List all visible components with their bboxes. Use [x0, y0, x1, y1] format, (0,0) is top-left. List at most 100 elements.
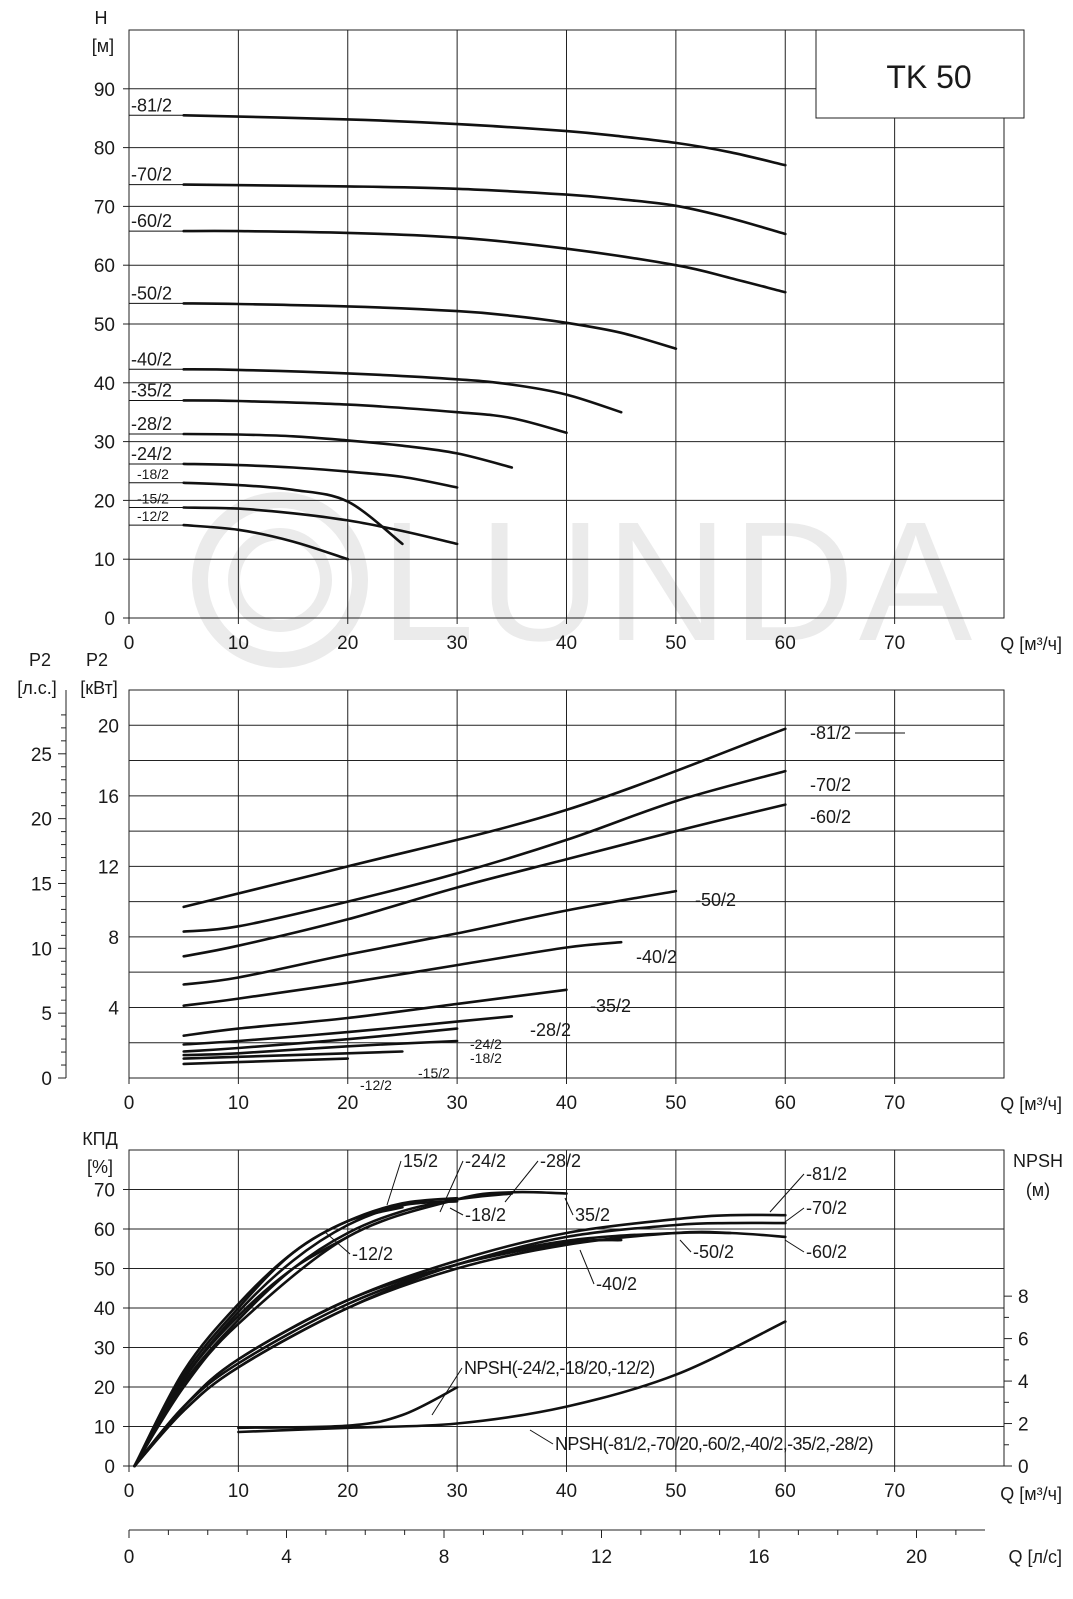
npsh-label-leader: [431, 1367, 463, 1416]
power-ytick-kw-label: 20: [98, 716, 119, 737]
head-curve-label: -70/2: [131, 165, 172, 185]
power-ytick-hp-label: 25: [31, 745, 52, 766]
power-ytick-kw-label: 12: [98, 857, 119, 878]
power-xtick-label: 70: [884, 1093, 905, 1114]
power-curve-label: -40/2: [636, 947, 677, 967]
eff-curve-label: -50/2: [693, 1242, 734, 1262]
ls-tick-label: 8: [439, 1547, 450, 1568]
chart-title: TK 50: [886, 59, 971, 95]
power-curve-label: -28/2: [530, 1020, 571, 1040]
npsh-ylabel: NPSH: [1013, 1151, 1063, 1171]
head-xtick-label: 50: [665, 633, 686, 654]
eff-curve-label: -60/2: [806, 1242, 847, 1262]
head-curve-label: -35/2: [131, 380, 172, 400]
power-ytick-hp-label: 15: [31, 874, 52, 895]
eff-xtick-label: 20: [337, 1481, 358, 1502]
power-curve: [182, 727, 787, 909]
head-curve: [182, 229, 787, 294]
head-curve: [182, 183, 787, 236]
eff-label-leader: [784, 1207, 805, 1223]
npsh-tick-label: 2: [1018, 1415, 1029, 1436]
power-ytick-kw-label: 16: [98, 787, 119, 808]
power-ytick-kw-label: 8: [108, 928, 119, 949]
head-xtick-label: 10: [228, 633, 249, 654]
head-curve-label: -40/2: [131, 349, 172, 369]
npsh-yunit: (м): [1026, 1180, 1050, 1200]
eff-curve-label: -18/2: [465, 1205, 506, 1225]
power-curve: [182, 1015, 514, 1046]
eff-label-leader: [564, 1197, 574, 1216]
eff-ytick-label: 30: [94, 1339, 115, 1360]
eff-ytick-label: 70: [94, 1181, 115, 1202]
eff-curve-label: 15/2: [403, 1151, 438, 1171]
ls-tick-label: 0: [124, 1547, 135, 1568]
eff-label-leader: [449, 1207, 464, 1216]
power-curve: [182, 1050, 404, 1060]
eff-label-leader: [324, 1231, 351, 1255]
power-xtick-label: 30: [447, 1093, 468, 1114]
head-xtick-label: 0: [124, 633, 135, 654]
power-ytick-hp-label: 20: [31, 810, 52, 831]
head-curve: [182, 432, 514, 469]
eff-yunit: [%]: [87, 1157, 113, 1177]
npsh-tick-label: 6: [1018, 1330, 1029, 1351]
eff-ylabel: КПД: [82, 1129, 118, 1149]
ls-tick-label: 20: [906, 1547, 927, 1568]
head-xtick-label: 60: [775, 633, 796, 654]
power-curve-label: -15/2: [418, 1065, 450, 1081]
eff-xtick-label: 50: [665, 1481, 686, 1502]
power-xtick-label: 0: [124, 1093, 135, 1114]
head-xtick-label: 30: [447, 633, 468, 654]
eff-curve-label: -81/2: [806, 1164, 847, 1184]
power-curve: [182, 988, 568, 1037]
eff-ytick-label: 60: [94, 1220, 115, 1241]
npsh-tick-label: 4: [1018, 1372, 1029, 1393]
head-xtick-label: 20: [337, 633, 358, 654]
power-ytick-hp-label: 5: [41, 1004, 52, 1025]
power-xtick-label: 40: [556, 1093, 577, 1114]
power-curve: [182, 940, 623, 1007]
power-xtick-label: 20: [337, 1093, 358, 1114]
ls-xlabel: Q [л/с]: [1008, 1547, 1062, 1567]
power-xtick-label: 60: [775, 1093, 796, 1114]
power-curve: [182, 1057, 350, 1066]
eff-label-leader: [504, 1160, 539, 1203]
head-curve: [182, 481, 404, 546]
power-curve-label: -18/2: [470, 1050, 502, 1066]
head-yunit: [м]: [92, 36, 114, 56]
power-curve-label: -12/2: [360, 1077, 392, 1093]
head-xtick-label: 40: [556, 633, 577, 654]
eff-xtick-label: 10: [228, 1481, 249, 1502]
npsh-curve-label: NPSH(-81/2,-70/20,-60/2,-40/2,-35/2,-28/…: [555, 1434, 873, 1454]
eff-curve: [133, 1200, 459, 1468]
eff-curve: [133, 1230, 787, 1468]
ls-tick-label: 4: [281, 1547, 292, 1568]
head-curve-label: -15/2: [137, 490, 169, 506]
power-curve-label: -81/2: [810, 723, 851, 743]
power-xlabel: Q [м³/ч]: [1000, 1094, 1062, 1114]
head-ytick-label: 10: [94, 550, 115, 571]
head-curve: [182, 523, 350, 561]
eff-label-leader: [439, 1160, 464, 1213]
eff-label-leader: [679, 1239, 692, 1253]
head-curve: [182, 399, 568, 435]
power-curve: [182, 1027, 459, 1053]
eff-curve: [133, 1190, 568, 1468]
eff-xtick-label: 60: [775, 1481, 796, 1502]
head-ytick-label: 50: [94, 315, 115, 336]
power-curve: [182, 889, 678, 986]
eff-ytick-label: 40: [94, 1299, 115, 1320]
ls-tick-label: 12: [591, 1547, 612, 1568]
power-curve-label: -50/2: [695, 890, 736, 910]
eff-xtick-label: 70: [884, 1481, 905, 1502]
eff-xtick-label: 0: [124, 1481, 135, 1502]
eff-curve-label: -12/2: [352, 1244, 393, 1264]
head-xlabel: Q [м³/ч]: [1000, 634, 1062, 654]
power-xtick-label: 50: [665, 1093, 686, 1114]
head-ytick-label: 30: [94, 433, 115, 454]
power-curve: [182, 1039, 459, 1057]
eff-curve-label: -70/2: [806, 1198, 847, 1218]
head-ytick-label: 80: [94, 139, 115, 160]
eff-curve-label: -24/2: [465, 1151, 506, 1171]
head-curve: [182, 462, 459, 489]
